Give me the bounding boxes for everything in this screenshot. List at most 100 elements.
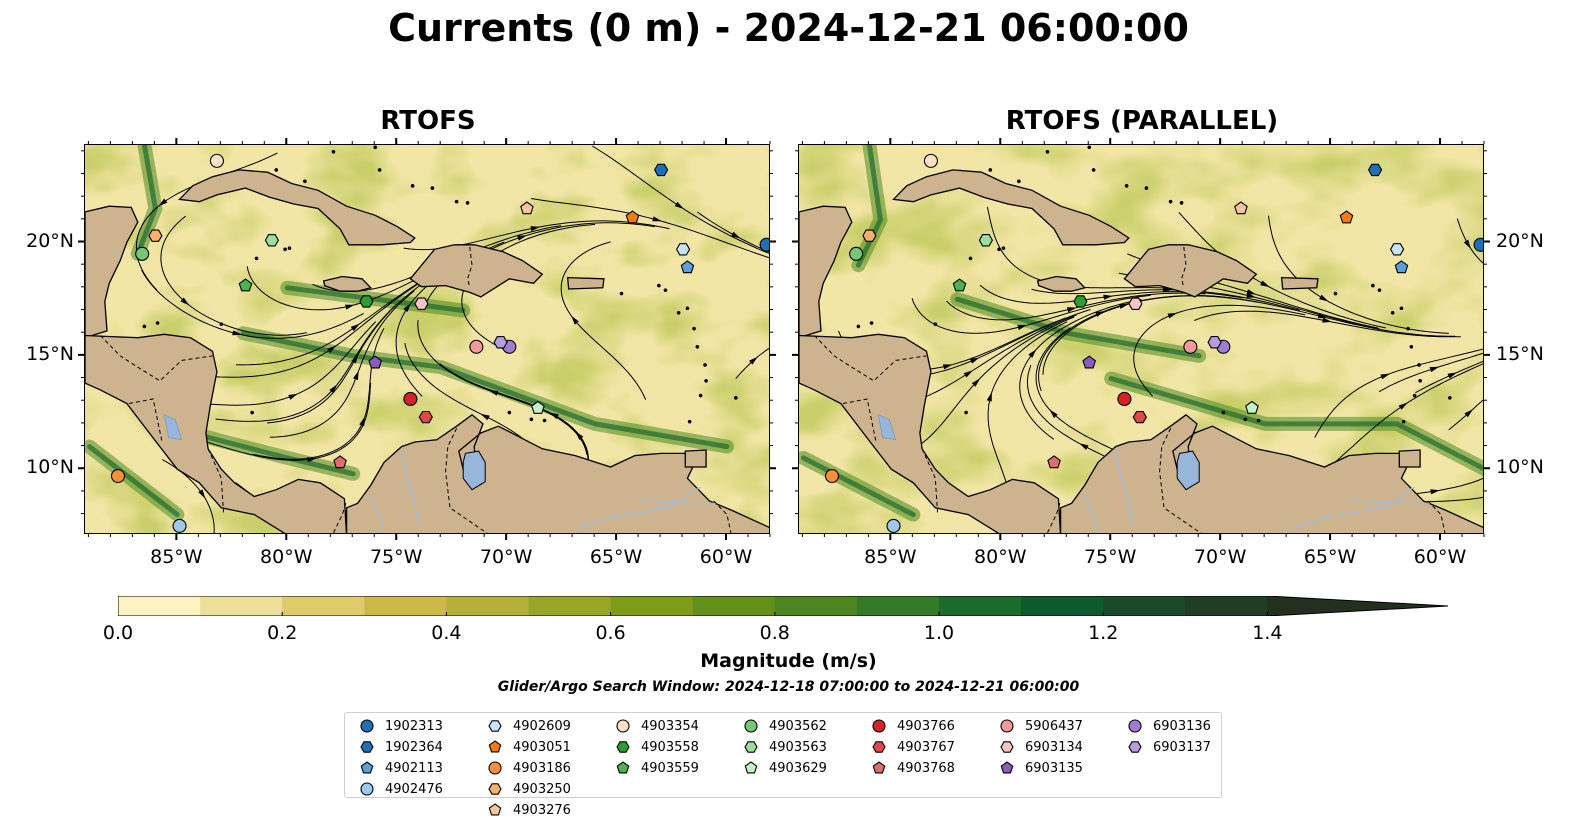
float-marker-4903276 bbox=[520, 201, 534, 215]
strong-current-core bbox=[800, 455, 916, 518]
small-island bbox=[1377, 288, 1382, 292]
panel-title-rtofs-parallel: RTOFS (PARALLEL) bbox=[1005, 106, 1279, 136]
float-marker-6903134 bbox=[1128, 297, 1143, 310]
streamline-arrow bbox=[350, 323, 360, 332]
legend-marker-icon bbox=[872, 741, 886, 753]
country-border bbox=[1181, 246, 1187, 288]
small-island bbox=[1333, 291, 1338, 296]
streamline-arrow bbox=[351, 354, 359, 364]
float-marker-4903186 bbox=[110, 468, 126, 484]
river bbox=[577, 500, 684, 529]
small-island bbox=[1409, 345, 1414, 349]
small-island bbox=[465, 201, 470, 205]
lon-tick-label: 85°W bbox=[150, 546, 203, 568]
legend-marker-icon bbox=[488, 761, 502, 775]
small-island bbox=[1399, 306, 1404, 311]
land-honduras bbox=[799, 333, 1062, 533]
legend-marker-icon bbox=[488, 803, 502, 816]
float-marker-1902364 bbox=[1367, 163, 1383, 177]
streamline-arrow bbox=[1260, 280, 1270, 288]
legend-item-4902476: 4902476 bbox=[359, 779, 443, 799]
legend-marker-icon bbox=[360, 761, 374, 774]
river bbox=[682, 486, 701, 502]
legend-item-4903354: 4903354 bbox=[615, 716, 699, 736]
streamline-arrow bbox=[1464, 409, 1474, 418]
small-island bbox=[676, 310, 681, 315]
small-island bbox=[1045, 150, 1050, 154]
legend-item-6903137: 6903137 bbox=[1127, 737, 1211, 757]
legend-label: 4903629 bbox=[769, 760, 827, 776]
axis-ticks bbox=[78, 138, 1490, 540]
legend-marker-icon bbox=[872, 719, 886, 733]
small-island bbox=[1417, 363, 1421, 367]
legend-marker bbox=[1128, 719, 1142, 733]
colorbar-segment bbox=[610, 596, 694, 616]
float-marker-4903767 bbox=[418, 410, 433, 424]
land-honduras bbox=[85, 333, 348, 533]
legend-marker-icon bbox=[488, 720, 502, 732]
legend-item-6903134: 6903134 bbox=[999, 737, 1083, 757]
float-marker-5906437 bbox=[469, 339, 484, 354]
small-island bbox=[142, 324, 147, 329]
river bbox=[1084, 496, 1099, 533]
land-layer bbox=[799, 145, 1483, 533]
lake-nicaragua bbox=[877, 414, 897, 441]
country-border bbox=[445, 428, 488, 533]
legend-marker-icon bbox=[616, 741, 630, 753]
streamline-arrow bbox=[1049, 409, 1058, 419]
legend-label: 4903766 bbox=[897, 718, 955, 734]
small-island bbox=[287, 246, 292, 250]
small-island bbox=[1091, 168, 1096, 172]
float-marker-5906437 bbox=[1183, 339, 1198, 354]
legend-label: 6903136 bbox=[1153, 718, 1211, 734]
colorbar-segment bbox=[1021, 596, 1104, 616]
legend-marker-icon bbox=[360, 782, 374, 796]
colorbar-tick-label: 0.0 bbox=[102, 622, 134, 644]
small-island bbox=[507, 410, 512, 415]
streamline-arrow bbox=[971, 378, 981, 387]
small-island bbox=[657, 283, 661, 288]
land-puertorico bbox=[1280, 276, 1319, 290]
legend-label: 5906437 bbox=[1025, 718, 1083, 734]
legend-marker-icon bbox=[488, 740, 502, 753]
land-puertorico bbox=[566, 276, 605, 290]
streamline-arrow bbox=[327, 345, 337, 353]
streamline-arrow bbox=[942, 364, 953, 370]
float-marker-4903051 bbox=[625, 210, 640, 224]
land-jamaica bbox=[322, 275, 373, 292]
legend-marker bbox=[616, 741, 630, 753]
streamline-arrow bbox=[530, 226, 541, 232]
legend-label: 4903186 bbox=[513, 760, 571, 776]
small-island bbox=[1406, 326, 1410, 331]
streamline-arrow bbox=[1398, 402, 1408, 410]
lon-tick-label: 60°W bbox=[699, 546, 753, 568]
streamline-arrow bbox=[1447, 372, 1458, 379]
streamline-arrow bbox=[969, 357, 980, 364]
small-island bbox=[1412, 393, 1417, 398]
small-island bbox=[1221, 410, 1226, 415]
map-canvas-rtofs-parallel bbox=[799, 145, 1483, 533]
legend-label: 1902364 bbox=[385, 739, 443, 755]
streamline-arrow bbox=[488, 390, 499, 396]
streamline-arrow bbox=[1430, 489, 1440, 495]
small-island bbox=[692, 326, 696, 331]
lake-maracaibo bbox=[1176, 450, 1200, 491]
legend-label: 1902313 bbox=[385, 718, 443, 734]
streamline-arrow bbox=[652, 216, 662, 222]
legend-marker bbox=[488, 783, 502, 795]
small-island bbox=[1243, 417, 1248, 422]
colorbar-segment bbox=[692, 596, 776, 616]
streamline-arrow bbox=[1322, 317, 1332, 323]
float-marker-6903135 bbox=[1082, 355, 1097, 369]
small-island bbox=[1418, 379, 1422, 383]
streamline-arrow bbox=[1017, 325, 1028, 331]
float-marker-4903766 bbox=[1117, 391, 1132, 407]
float-marker-4902476 bbox=[886, 518, 901, 533]
legend-marker bbox=[360, 741, 374, 753]
country-border bbox=[842, 398, 877, 443]
small-island bbox=[1017, 179, 1021, 184]
legend-marker bbox=[616, 719, 630, 733]
legend-label: 4903250 bbox=[513, 781, 571, 797]
figure-title: Currents (0 m) - 2024-12-21 06:00:00 bbox=[388, 6, 1189, 50]
lon-tick-label: 70°W bbox=[479, 546, 533, 568]
